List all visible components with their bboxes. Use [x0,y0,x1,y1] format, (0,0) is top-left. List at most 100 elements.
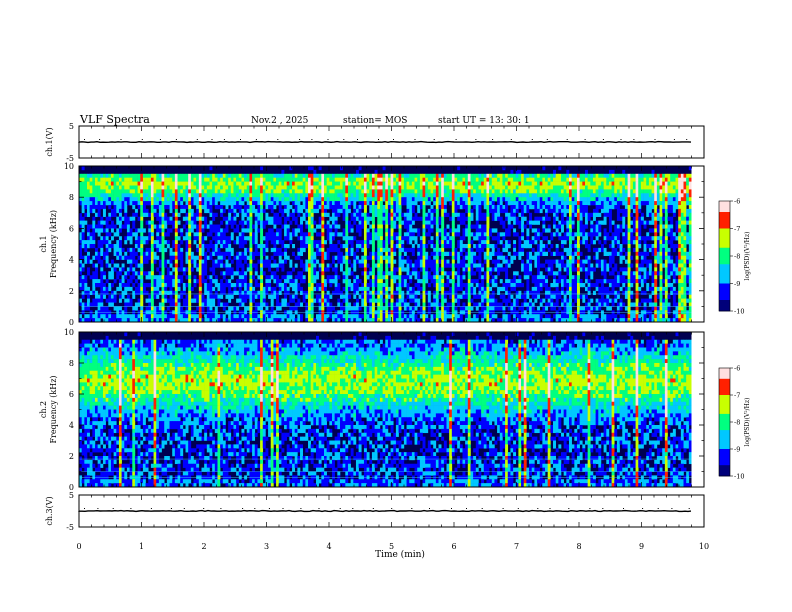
waveform-dot [175,139,177,140]
colorbar-segment [719,405,730,409]
x-tick-label: 5 [389,542,394,551]
colorbar-segment [719,289,730,293]
colorbar-segment [719,424,730,428]
colorbar-segment [719,395,730,399]
waveform-dot [391,508,393,509]
spectrogram-cells [79,166,692,323]
waveform-dot [411,508,413,509]
colorbar-segment [719,201,730,205]
colorbar-segment [719,261,730,265]
waveform-dot [451,508,452,509]
colorbar-segment [719,253,730,257]
ch3-waveform-panel: 5 -5 ch.3(V) [45,491,705,532]
colorbar-segment [719,242,730,246]
colorbar-segment [719,300,730,304]
colorbar-segment [719,247,730,251]
colorbar-segment [719,250,730,254]
colorbar-segment [719,384,730,388]
colorbar-segment [719,206,730,210]
colorbar-segment [719,203,730,207]
colorbar-segment [719,291,730,295]
x-axis-label: Time (min) [375,549,425,560]
y-tick-label: 0 [69,483,74,492]
waveform-dot [84,139,85,140]
waveform-dot [220,508,222,509]
waveform-dot [633,139,635,140]
waveform-dot [254,508,256,509]
colorbar-segment [719,470,730,474]
colorbar-segment [719,465,730,469]
colorbar-segment [719,422,730,426]
waveform-dot [97,508,99,509]
y-axis-label: ch.2 [39,401,48,418]
y-tick-label: 5 [69,491,74,500]
waveform-dot [492,139,494,140]
colorbar-segment [719,267,730,271]
y-tick-label: 5 [69,122,74,131]
waveform-dot [414,139,416,140]
waveform-dot [99,139,101,140]
waveform-dot [357,139,358,140]
waveform-dot [546,139,548,140]
colorbar-segment [719,376,730,380]
waveform-dot [510,139,512,140]
colorbar-segment [719,403,730,407]
colorbar-label: log(PSD)(V²/Hz) [744,398,751,447]
y-tick-label: 8 [69,193,74,202]
waveform-dot [240,139,241,140]
colorbar-tick-label: -7 [734,225,740,233]
x-tick-label: 6 [451,542,456,551]
colorbar-tick-label: -10 [734,473,744,481]
waveform-dot [327,139,329,140]
x-tick-label: 9 [639,542,644,551]
waveform-dot [620,139,622,140]
y-tick-label: 2 [69,452,74,461]
waveform-dot [282,508,284,509]
waveform-dot [502,508,504,509]
colorbar-segment [719,231,730,235]
waveform-dot [159,139,161,140]
waveform-dot [673,139,675,140]
colorbar-segment [719,272,730,276]
waveform-dot [549,508,551,509]
waveform-dot [589,508,591,509]
waveform-trace [78,140,692,144]
waveform-dot [657,508,659,509]
waveform-dot [602,508,604,509]
colorbar-segment [719,236,730,240]
y-tick-label: 10 [64,162,74,171]
colorbar-segment [719,209,730,213]
waveform-dot [642,508,644,509]
waveform-dot [150,508,152,509]
waveform-dot [372,508,374,509]
waveform-dot [255,139,257,140]
y-axis-label: ch.1 [39,235,48,252]
colorbar-segment [719,234,730,238]
colorbar-segment [719,389,730,393]
colorbar-segment [719,275,730,279]
waveform-dot [566,139,568,140]
waveform-dot [318,508,320,509]
y-axis-label: ch.1(V) [45,127,54,156]
waveform-trace [78,509,692,513]
waveform-dot [211,139,213,140]
ch2-spectrogram-panel: 10 8 6 4 2 0 ch.2 Frequency (kHz) [39,328,705,492]
colorbar-segment [719,278,730,282]
waveform-dot [183,508,185,509]
colorbar-segment [719,449,730,453]
x-tick-label: 7 [514,542,519,551]
colorbar-segment [719,223,730,227]
colorbar-segment [719,473,730,477]
colorbar-segment [719,378,730,382]
colorbar-segment [719,457,730,461]
colorbar-segment [719,294,730,298]
waveform-dot [299,139,301,140]
spectrogram-cells [79,332,692,488]
colorbar-segment [719,297,730,301]
ch1-spectrogram-panel: 10 8 6 4 2 0 ch.1 Frequency (kHz) [39,162,705,327]
waveform-dot [352,508,354,509]
colorbar-segment [719,416,730,420]
colorbar-segment [719,217,730,221]
colorbar-segment [719,305,730,309]
